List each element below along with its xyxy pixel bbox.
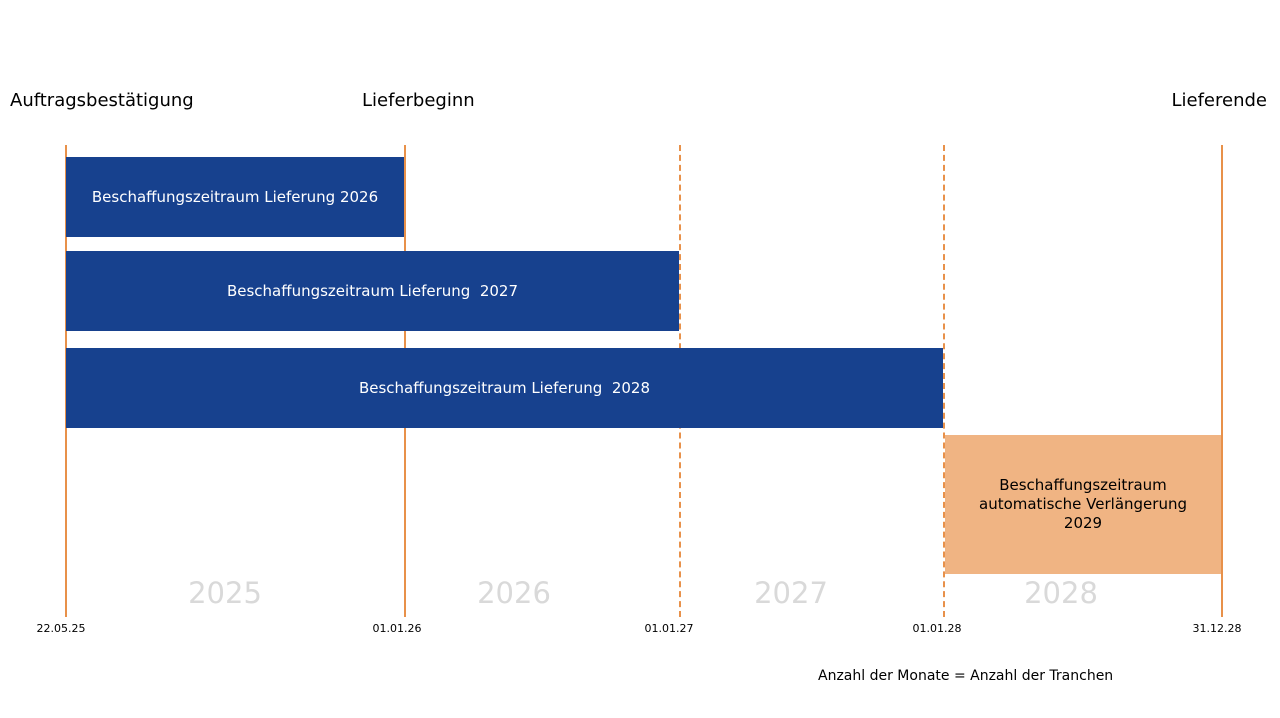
date-label-start: 22.05.25 (36, 622, 86, 635)
timeline-divider-end (1221, 145, 1223, 617)
year-label-2028: 2028 (1024, 576, 1098, 610)
year-label-2027: 2027 (754, 576, 828, 610)
milestone-delivery-end: Lieferende (1171, 90, 1267, 111)
milestone-delivery-start: Lieferbeginn (362, 90, 475, 111)
procurement-bar-2027: Beschaffungszeitraum Lieferung 2027 (66, 251, 679, 331)
procurement-extension-box: Beschaffungszeitraum automatische Verlän… (945, 435, 1221, 574)
milestone-order-confirmation: Auftragsbestätigung (10, 90, 194, 111)
year-label-2026: 2026 (477, 576, 551, 610)
extension-line-1: Beschaffungszeitraum (999, 476, 1167, 494)
date-label-2027: 01.01.27 (644, 622, 694, 635)
date-label-2028: 01.01.28 (912, 622, 962, 635)
date-label-end: 31.12.28 (1192, 622, 1242, 635)
timeline-divider-year-2028 (943, 145, 945, 617)
year-label-2025: 2025 (188, 576, 262, 610)
extension-line-2: automatische Verlängerung (979, 495, 1187, 513)
date-label-2026: 01.01.26 (372, 622, 422, 635)
extension-line-3: 2029 (1063, 514, 1103, 532)
footnote: Anzahl der Monate = Anzahl der Tranchen (818, 668, 1114, 684)
procurement-bar-2026: Beschaffungszeitraum Lieferung 2026 (66, 157, 404, 237)
procurement-bar-2028: Beschaffungszeitraum Lieferung 2028 (66, 348, 943, 428)
